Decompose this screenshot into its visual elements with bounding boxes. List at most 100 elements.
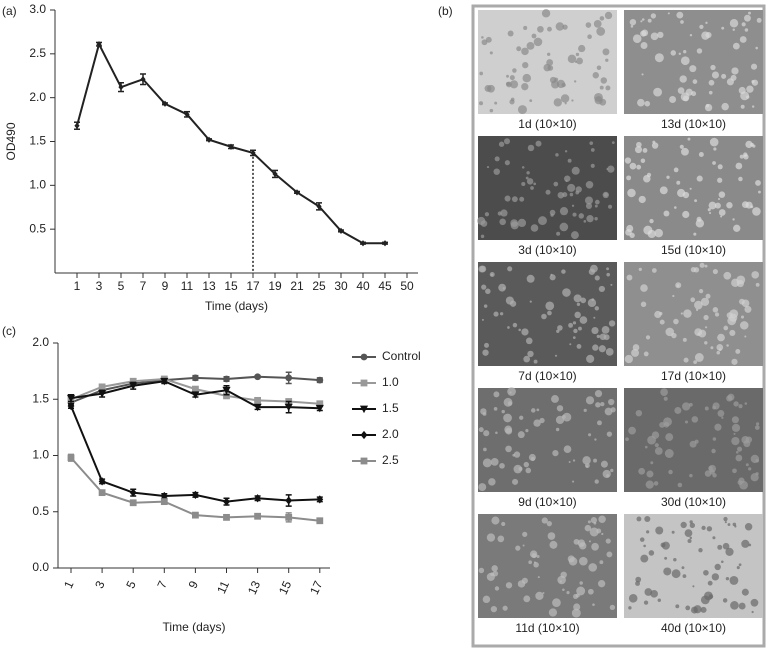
cell-texture: [562, 588, 565, 592]
cell-texture: [597, 420, 602, 426]
cell-texture: [482, 458, 492, 468]
cell-texture: [571, 204, 575, 207]
cell-texture: [707, 208, 711, 212]
cell-texture: [493, 168, 500, 175]
cell-texture: [608, 204, 613, 209]
cell-texture: [571, 608, 581, 618]
cell-texture: [562, 192, 568, 198]
cell-texture: [710, 346, 714, 350]
cell-texture: [587, 588, 594, 595]
cell-texture: [607, 165, 615, 173]
x-tick-label: 17: [246, 279, 260, 293]
cell-texture: [482, 595, 491, 604]
cell-texture: [526, 178, 534, 185]
cell-texture: [682, 337, 687, 342]
cell-texture: [675, 604, 680, 609]
cell-texture: [628, 606, 632, 610]
cell-texture: [557, 325, 563, 331]
y-tick-label: 1.0: [29, 178, 46, 192]
cell-texture: [654, 228, 663, 238]
cell-texture: [556, 231, 561, 236]
cell-texture: [569, 192, 574, 197]
cell-texture: [739, 36, 747, 43]
point: [285, 374, 293, 382]
cell-texture: [539, 417, 545, 424]
legend-label: 2.5: [382, 453, 399, 467]
cell-texture: [640, 30, 647, 37]
cell-texture: [699, 24, 704, 30]
cell-texture: [494, 586, 500, 591]
cell-texture: [651, 142, 659, 149]
point: [285, 513, 293, 521]
cell-texture: [593, 20, 602, 28]
cell-texture: [683, 50, 687, 54]
cell-texture: [559, 222, 569, 232]
cell-texture: [490, 457, 499, 466]
cell-texture: [704, 341, 708, 345]
cell-texture: [701, 525, 706, 531]
cell-texture: [588, 268, 596, 275]
cell-texture: [682, 574, 687, 579]
cell-texture: [745, 140, 753, 149]
cell-texture: [567, 555, 575, 563]
cell-texture: [740, 315, 745, 319]
point: [254, 494, 261, 503]
cell-texture: [574, 60, 578, 63]
cell-texture: [606, 267, 610, 271]
point: [316, 400, 324, 408]
cell-texture: [557, 191, 565, 199]
cell-texture: [646, 530, 650, 534]
cell-texture: [640, 301, 647, 308]
cell-texture: [594, 275, 600, 281]
legend-marker: [360, 379, 368, 387]
cell-texture: [591, 298, 595, 302]
cell-texture: [692, 585, 695, 588]
cell-texture: [750, 63, 758, 70]
cell-texture: [694, 439, 699, 444]
cell-texture: [584, 524, 592, 532]
cell-texture: [739, 321, 749, 330]
cell-texture: [559, 207, 569, 216]
cell-texture: [587, 298, 597, 308]
cell-texture: [676, 180, 681, 185]
cell-texture: [738, 404, 743, 409]
y-tick-label: 1.5: [29, 134, 46, 148]
legend-marker: [359, 405, 369, 414]
cell-texture: [703, 314, 709, 321]
cell-texture: [578, 213, 584, 219]
cell-texture: [598, 285, 605, 293]
x-tick-label: 9: [185, 578, 201, 590]
cell-texture: [651, 431, 660, 439]
x-tick-label: 11: [214, 578, 232, 596]
cell-texture: [533, 37, 543, 47]
cell-texture: [494, 156, 500, 162]
cell-texture: [547, 26, 552, 32]
cell-texture: [491, 516, 500, 525]
cell-texture: [555, 427, 560, 432]
cell-texture: [541, 313, 547, 320]
cell-texture: [585, 22, 592, 28]
cell-texture: [588, 563, 598, 572]
cell-texture: [752, 207, 761, 216]
cell-texture: [709, 137, 719, 147]
cell-texture: [636, 164, 642, 170]
cell-texture: [579, 581, 583, 585]
point: [129, 499, 137, 507]
cell-texture: [526, 171, 530, 175]
cell-texture: [546, 52, 551, 56]
cell-texture: [687, 538, 692, 544]
cell-texture: [704, 406, 709, 411]
cell-texture: [478, 567, 485, 574]
cell-texture: [608, 398, 615, 406]
cell-texture: [727, 393, 735, 401]
cell-texture: [730, 601, 739, 610]
cell-texture: [750, 205, 754, 209]
cell-texture: [579, 542, 587, 550]
x-tick-label: 21: [290, 279, 304, 293]
point: [192, 374, 199, 382]
cell-texture: [483, 447, 487, 452]
cell-texture: [494, 101, 498, 105]
cell-texture: [734, 525, 737, 528]
cell-texture: [590, 517, 598, 524]
